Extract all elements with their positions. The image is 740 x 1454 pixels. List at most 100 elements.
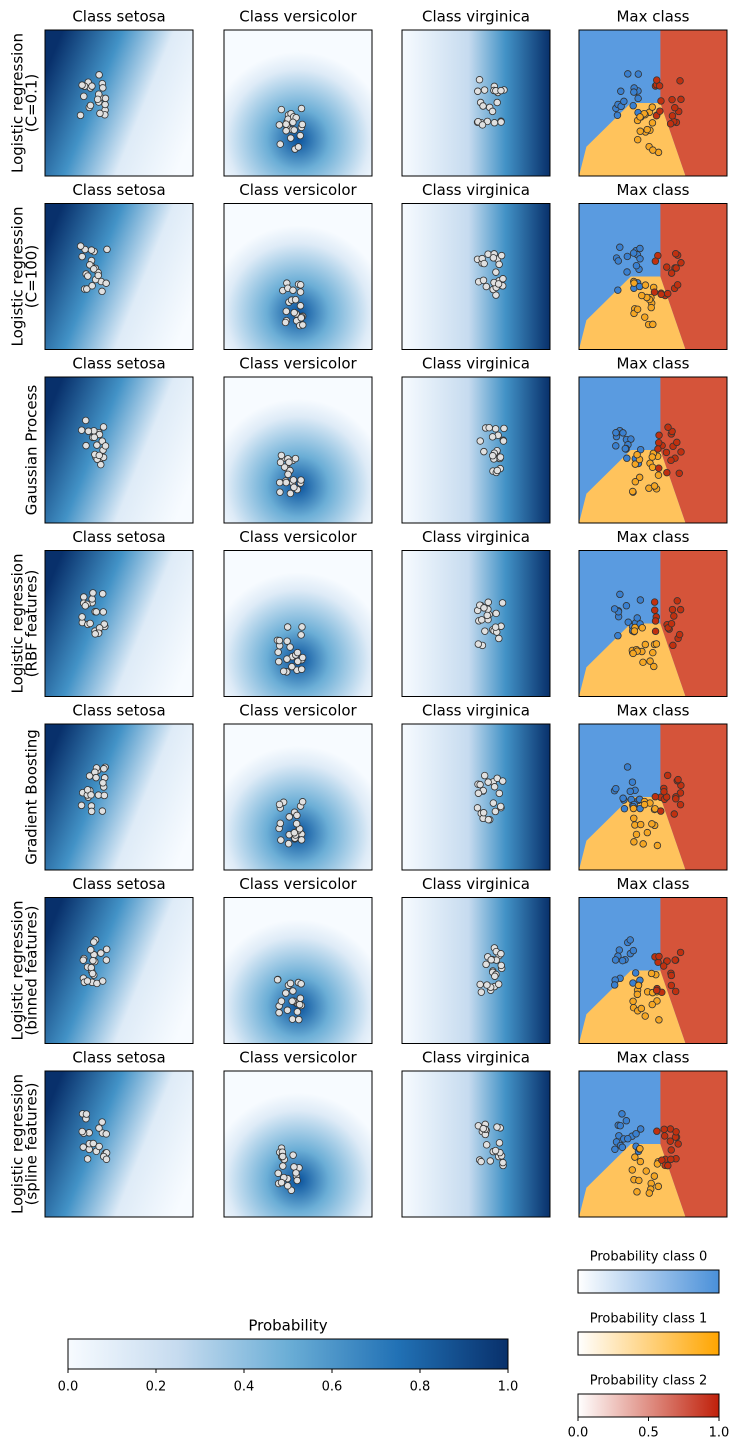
sample-point	[299, 321, 307, 329]
sample-point	[641, 1012, 649, 1020]
probability-map	[45, 897, 193, 1044]
sample-point	[297, 980, 305, 988]
region-class-2	[660, 377, 727, 523]
sample-point	[676, 789, 685, 797]
sample-point	[657, 807, 665, 815]
sample-point	[649, 146, 657, 154]
sample-point	[99, 590, 107, 598]
sample-point	[282, 127, 290, 135]
panel	[578, 1070, 728, 1218]
sample-point	[667, 1155, 675, 1164]
sample-point	[486, 1157, 494, 1165]
panel-title: Class virginica	[422, 875, 530, 893]
sample-point	[89, 589, 97, 597]
sample-point	[648, 119, 657, 127]
sample-point	[675, 630, 684, 639]
panel	[44, 376, 194, 524]
sample-point	[623, 763, 632, 771]
sample-point	[677, 95, 685, 104]
sample-point	[102, 1130, 110, 1138]
sample-point	[674, 775, 682, 784]
sample-point	[283, 655, 291, 663]
sample-point	[672, 249, 680, 258]
sample-point	[81, 602, 90, 610]
panel	[223, 550, 373, 697]
sample-point	[499, 777, 507, 785]
region-class-2	[660, 1071, 727, 1217]
sample-point	[476, 780, 484, 789]
sample-point	[475, 76, 484, 84]
sample-point	[280, 463, 289, 471]
sample-point	[663, 263, 671, 271]
sample-point	[482, 282, 491, 291]
sample-point	[282, 989, 290, 997]
sample-point	[667, 971, 676, 980]
sample-point	[652, 986, 661, 995]
sample-point	[655, 464, 663, 472]
sample-point	[491, 807, 500, 816]
sample-point	[648, 463, 657, 471]
sample-point	[491, 623, 500, 631]
sample-point	[627, 435, 635, 443]
sample-point	[89, 1139, 97, 1148]
sample-point	[650, 598, 659, 606]
sample-point	[630, 88, 638, 96]
sample-point	[293, 1176, 301, 1185]
sample-point	[611, 956, 620, 964]
sample-point	[619, 429, 627, 437]
sample-point	[651, 793, 660, 801]
panel	[401, 203, 551, 350]
row-label: Logistic regression	[9, 554, 27, 694]
probability-map	[402, 30, 550, 176]
sample-point	[87, 791, 95, 799]
sample-point	[662, 448, 671, 457]
sample-point	[95, 71, 103, 79]
sample-point	[639, 658, 647, 667]
sample-point	[289, 476, 298, 484]
sample-point	[496, 453, 505, 461]
panel-frame	[401, 897, 551, 1044]
row-label: (C=100)	[23, 245, 41, 308]
sample-point	[667, 981, 676, 990]
sample-point	[648, 1000, 656, 1009]
sample-point	[667, 619, 676, 628]
sample-point	[626, 936, 634, 944]
panel-frame	[223, 897, 373, 1044]
colorbar-title: Probability class 1	[590, 1312, 708, 1327]
sample-point	[477, 1157, 485, 1166]
panel-title: Class versicolor	[239, 355, 357, 373]
sample-point	[275, 121, 284, 129]
sample-point	[629, 102, 637, 110]
sample-point	[273, 976, 282, 984]
sample-point	[284, 470, 292, 478]
sample-point	[483, 611, 491, 620]
sample-point	[493, 98, 501, 107]
row-label: Gradient Boosting	[23, 729, 41, 865]
sample-point	[677, 259, 685, 267]
sample-point	[620, 805, 629, 813]
sample-point	[668, 605, 677, 614]
sample-point	[95, 451, 103, 460]
sample-point	[620, 97, 628, 106]
panel-title: Class virginica	[422, 1049, 530, 1067]
sample-point	[476, 980, 484, 989]
sample-point	[490, 119, 499, 127]
sample-point	[664, 289, 672, 298]
sample-point	[496, 802, 505, 811]
panel-frame	[44, 376, 194, 524]
sample-point	[98, 807, 107, 815]
sample-point	[296, 131, 304, 140]
sample-point	[635, 473, 644, 482]
sample-point	[617, 87, 625, 95]
sample-point	[640, 800, 649, 809]
sample-point	[618, 1143, 627, 1151]
sample-point	[78, 613, 86, 621]
sample-point	[638, 291, 646, 300]
region-class-2	[660, 897, 727, 1044]
region-class-2	[660, 203, 727, 350]
sample-point	[288, 662, 296, 671]
sample-point	[276, 488, 284, 496]
sample-point	[631, 969, 640, 977]
sample-point	[495, 789, 504, 798]
sample-point	[297, 665, 306, 673]
